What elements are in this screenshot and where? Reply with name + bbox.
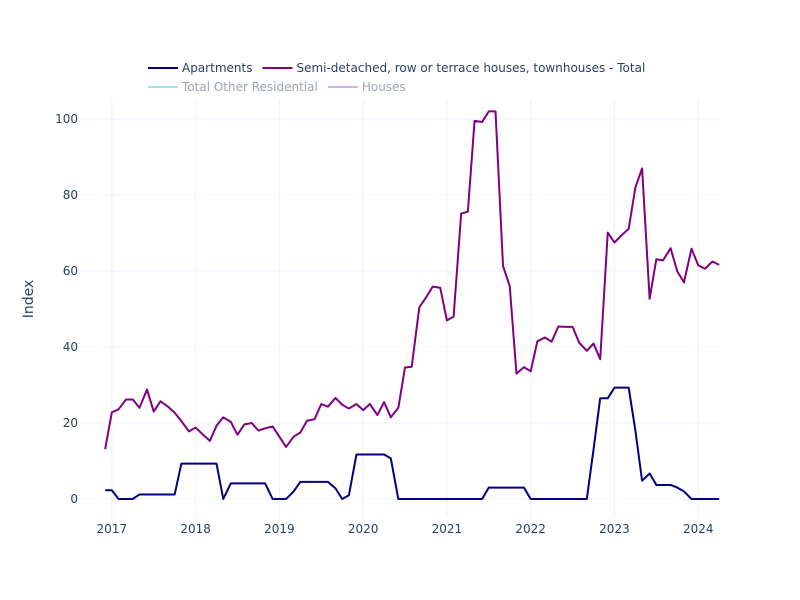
x-tick-label: 2019 <box>264 522 295 536</box>
legend-label: Total Other Residential <box>181 80 318 94</box>
legend-label: Apartments <box>182 61 252 75</box>
gridlines <box>80 100 720 518</box>
y-tick-label: 100 <box>55 112 78 126</box>
y-axis-title: Index <box>21 280 37 319</box>
legend-item[interactable]: Houses <box>327 80 406 94</box>
series-line-0[interactable] <box>105 386 720 500</box>
legend[interactable]: Apartments Semi-detached, row or terrace … <box>148 61 645 94</box>
legend-item[interactable]: Apartments <box>148 61 252 75</box>
series-line-1[interactable] <box>104 110 720 450</box>
x-tick-label: 2018 <box>180 522 211 536</box>
legend-label: Semi-detached, row or terrace houses, to… <box>296 61 645 75</box>
y-tick-label: 80 <box>63 188 78 202</box>
legend-item[interactable]: Semi-detached, row or terrace houses, to… <box>262 61 645 75</box>
x-tick-label: 2022 <box>515 522 546 536</box>
axis-ticks: 2017 2018 2019 2020 2021 2022 2023 2024 0 20 40 60 8… <box>55 112 713 536</box>
x-tick-label: 2024 <box>683 522 714 536</box>
y-tick-label: 40 <box>63 340 78 354</box>
legend-label: Houses <box>362 80 406 94</box>
x-tick-label: 2020 <box>348 522 379 536</box>
y-tick-label: 60 <box>63 264 78 278</box>
series-lines <box>104 110 720 500</box>
x-tick-label: 2021 <box>432 522 463 536</box>
x-tick-label: 2017 <box>97 522 128 536</box>
y-tick-label: 0 <box>70 492 78 506</box>
y-tick-label: 20 <box>63 416 78 430</box>
x-tick-label: 2023 <box>599 522 630 536</box>
legend-item[interactable]: Total Other Residential <box>148 80 318 94</box>
